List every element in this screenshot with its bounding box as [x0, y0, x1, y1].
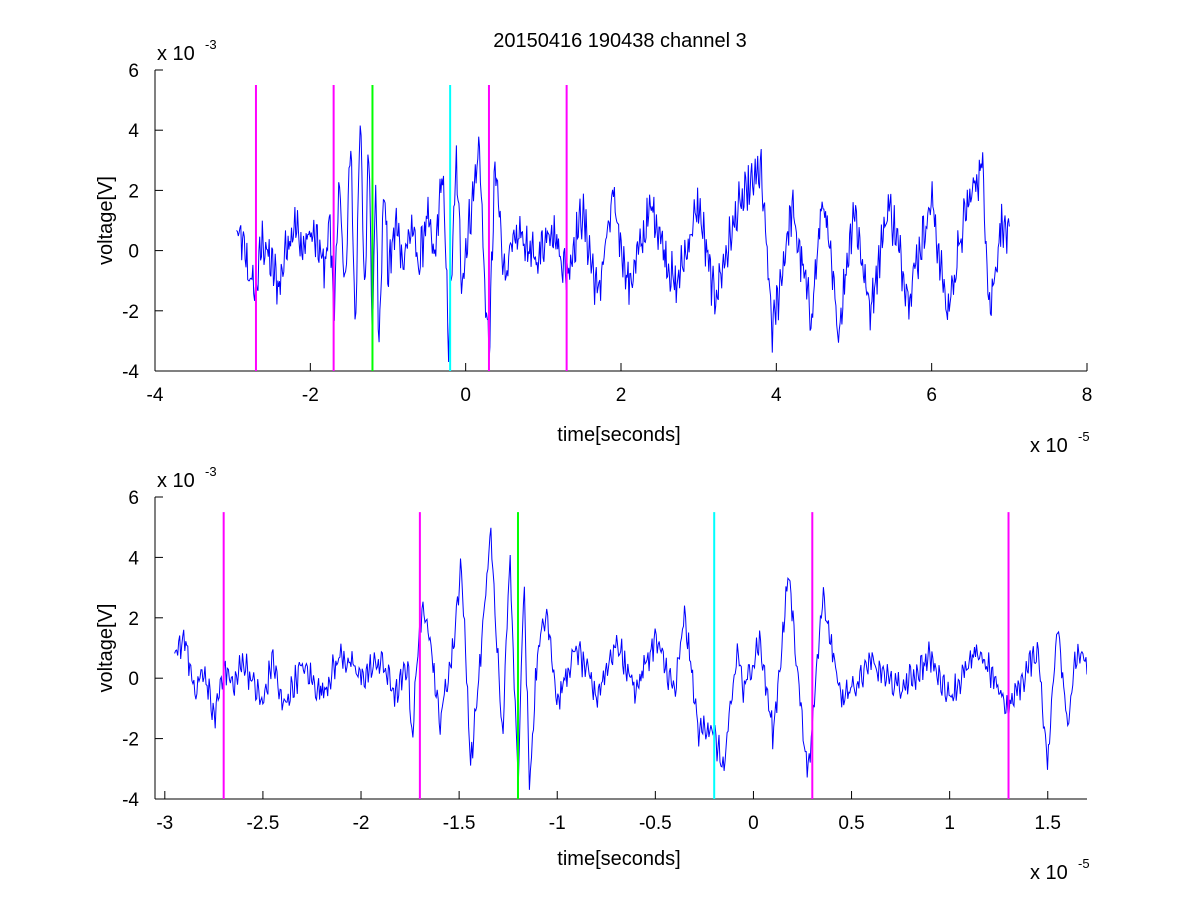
x-exponent-power: -5 — [1078, 429, 1090, 444]
y-tick-label: 4 — [128, 548, 139, 569]
x-axis-label: time[seconds] — [557, 848, 680, 870]
x-tick-label: -0.5 — [639, 813, 672, 834]
y-axis-label: voltage[V] — [95, 604, 117, 693]
y-tick-label: 6 — [128, 61, 139, 82]
bottom-axes: -3 -2.5 -2 -1.5 -1 -0.5 0 0.5 1 1.5 -4 -2 0 2 4 6 time[s… — [95, 464, 1090, 884]
y-tick-label: 6 — [128, 488, 139, 509]
y-tick-label: 0 — [128, 669, 139, 690]
y-tick-label: 0 — [128, 242, 139, 263]
signal-trace — [174, 527, 1087, 790]
y-axis-label: voltage[V] — [95, 176, 117, 265]
x-axis-label: time[seconds] — [557, 424, 680, 446]
x-tick-label: 4 — [771, 385, 782, 406]
x-tick-label: 1 — [944, 813, 955, 834]
x-tick-label: 2 — [616, 385, 627, 406]
y-tick-label: -2 — [122, 302, 139, 323]
x-tick-label: -4 — [147, 385, 164, 406]
y-tick-label: -4 — [122, 790, 139, 811]
y-tick-label: -4 — [122, 362, 139, 383]
x-tick-label: -1 — [549, 813, 566, 834]
x-tick-label: -2 — [353, 813, 370, 834]
x-tick-label: -2.5 — [247, 813, 280, 834]
x-tick-label: 8 — [1082, 385, 1093, 406]
x-tick-label: 1.5 — [1035, 813, 1061, 834]
x-tick-label: -2 — [302, 385, 319, 406]
x-tick-label: -1.5 — [443, 813, 476, 834]
y-tick-label: 2 — [128, 609, 139, 630]
y-exponent-power: -3 — [205, 464, 217, 479]
y-tick-label: 2 — [128, 181, 139, 202]
y-exponent-label: x 10 — [157, 43, 195, 65]
top-axes: -4 -2 0 2 4 6 8 -4 -2 0 2 4 6 time[seconds] voltage[V]… — [95, 30, 1092, 457]
x-exponent-label: x 10 — [1030, 862, 1068, 884]
y-exponent-label: x 10 — [157, 470, 195, 492]
x-tick-label: -3 — [156, 813, 173, 834]
chart-title: 20150416 190438 channel 3 — [493, 30, 747, 52]
x-tick-label: 0 — [460, 385, 471, 406]
x-exponent-power: -5 — [1078, 856, 1090, 871]
y-tick-label: 4 — [128, 121, 139, 142]
y-tick-label: -2 — [122, 730, 139, 751]
y-exponent-power: -3 — [205, 37, 217, 52]
x-exponent-label: x 10 — [1030, 435, 1068, 457]
signal-trace — [236, 125, 1010, 363]
x-tick-label: 0 — [748, 813, 759, 834]
x-tick-label: 0.5 — [838, 813, 864, 834]
x-tick-label: 6 — [926, 385, 937, 406]
